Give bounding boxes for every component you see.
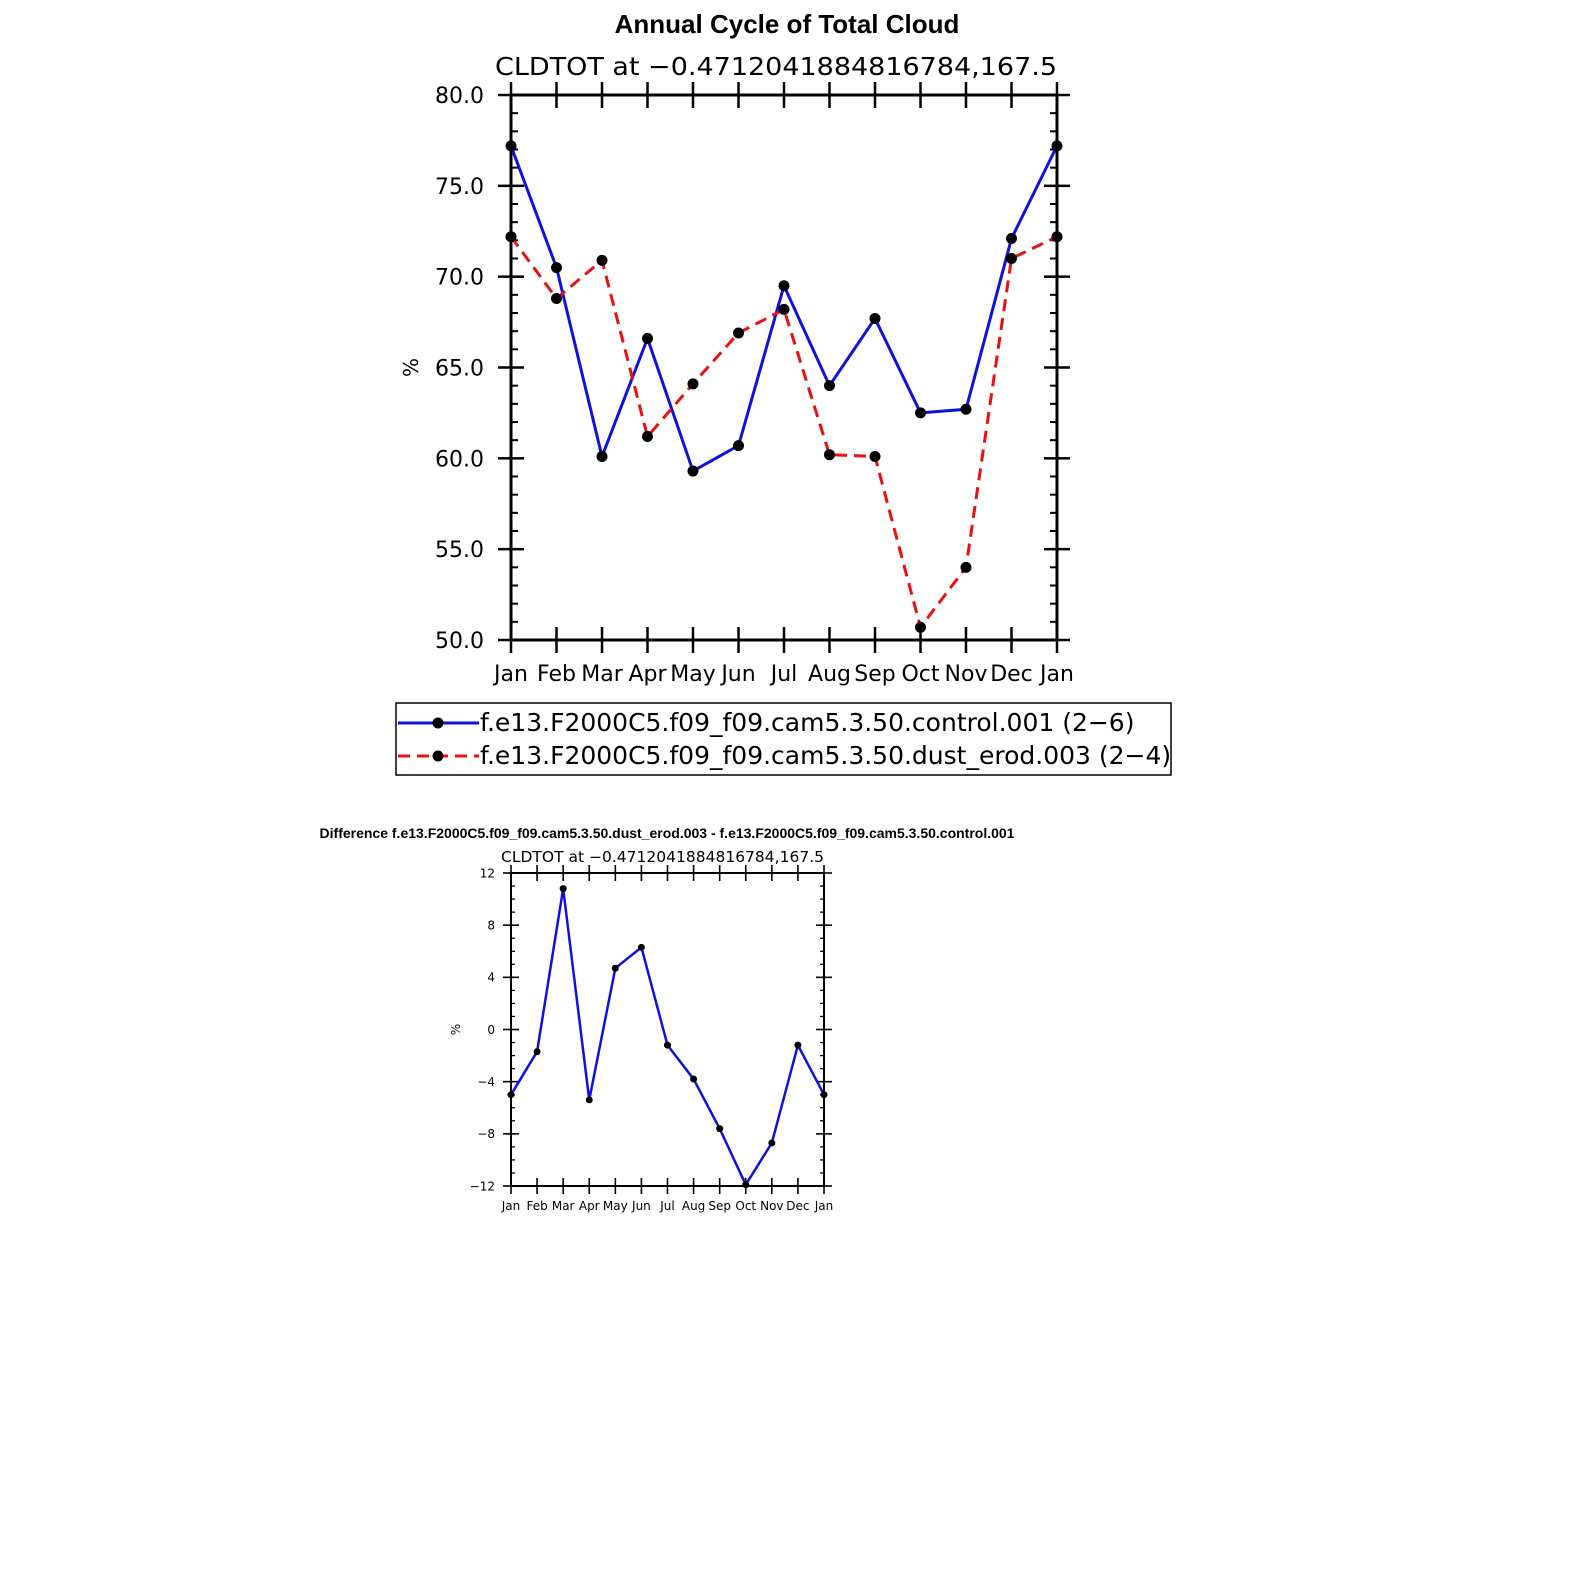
chart-subtitle: CLDTOT at −0.4712041884816784,167.5 [501,848,824,866]
y-axis-label: % [449,1024,463,1035]
x-tick-label: Oct [901,662,939,687]
difference-chart: Difference f.e13.F2000C5.f09_f09.cam5.3.… [320,825,1015,1213]
data-point-1 [596,254,608,266]
data-point-0 [778,280,790,292]
data-point-1 [551,292,562,304]
y-tick-label: −12 [470,1179,495,1193]
data-point-0 [596,451,608,463]
data-point-1 [733,327,744,339]
data-point-0 [742,1181,750,1189]
x-tick-label: Oct [735,1199,756,1213]
plot-frame [509,93,1059,642]
x-tick-label: Jun [631,1199,651,1213]
legend-marker-1 [432,750,444,762]
data-point-0 [1006,233,1017,245]
data-point-0 [533,1048,541,1056]
y-tick-label: 60.0 [435,447,484,472]
chart-title: Difference f.e13.F2000C5.f09_f09.cam5.3.… [320,825,1015,841]
data-point-1 [778,303,790,315]
data-point-0 [1051,140,1063,152]
data-point-1 [915,621,926,633]
legend-box [395,702,1172,776]
y-tick-label: 50.0 [435,629,484,654]
legend-label-0: f.e13.F2000C5.f09_f09.cam5.3.50.control.… [480,708,1134,737]
x-tick-label: Jun [719,662,755,687]
x-tick-label: May [603,1199,628,1213]
y-tick-label: 12 [480,866,495,880]
x-tick-label: Mar [552,1199,575,1213]
data-point-0 [869,312,881,324]
y-tick-label: 55.0 [435,538,484,563]
y-tick-label: 8 [487,918,495,932]
y-tick-label: 75.0 [435,175,484,200]
y-tick-label: −4 [477,1075,495,1089]
x-tick-label: Sep [708,1199,731,1213]
chart-subtitle: CLDTOT at −0.4712041884816784,167.5 [495,52,1057,81]
data-point-0 [551,262,562,274]
x-tick-label: Apr [579,1199,600,1213]
data-point-0 [664,1041,671,1049]
data-point-0 [611,964,619,972]
data-point-0 [690,1075,698,1083]
x-tick-label: Feb [526,1199,547,1213]
data-point-0 [642,332,653,344]
x-tick-label: Dec [990,662,1033,687]
x-tick-label: Jul [659,1199,674,1213]
series-line-0 [509,887,826,1186]
series-line-1 [509,235,1058,629]
main-title: Annual Cycle of Total Cloud [615,9,960,39]
x-tick-label: Mar [581,662,623,687]
data-point-1 [960,561,972,573]
data-point-1 [642,431,653,443]
data-point-1 [1006,253,1017,264]
data-point-0 [960,403,972,415]
y-tick-label: 4 [487,971,495,985]
x-tick-label: Feb [537,662,576,687]
legend: f.e13.F2000C5.f09_f09.cam5.3.50.control.… [395,702,1172,776]
y-tick-label: 70.0 [435,266,484,291]
data-point-0 [733,440,744,452]
x-tick-label: Jan [814,1199,834,1213]
x-tick-label: Nov [945,662,988,687]
data-point-0 [585,1096,593,1104]
x-tick-label: Nov [760,1199,783,1213]
y-tick-label: 65.0 [435,356,484,381]
data-point-1 [687,378,699,390]
x-tick-label: Sep [854,662,895,687]
data-point-0 [716,1125,724,1133]
x-tick-label: Apr [628,662,667,687]
x-tick-label: Aug [808,662,851,687]
data-point-0 [824,380,835,392]
x-tick-label: Jul [769,662,798,687]
data-point-1 [869,451,881,463]
y-axis-label: % [399,358,423,377]
data-point-0 [768,1139,776,1147]
data-point-0 [794,1041,802,1049]
y-tick-label: 0 [487,1023,495,1037]
x-tick-label: Dec [786,1199,809,1213]
x-tick-label: Jan [492,662,528,687]
data-point-0 [915,407,926,419]
x-tick-label: May [670,662,715,687]
data-point-0 [637,943,645,951]
data-point-1 [505,231,517,243]
data-point-0 [507,1091,515,1099]
x-tick-label: Jan [1038,662,1074,687]
data-point-0 [687,465,699,477]
x-tick-label: Aug [682,1199,705,1213]
y-tick-label: −8 [477,1127,495,1141]
data-point-0 [820,1091,828,1099]
data-point-0 [505,140,517,152]
data-point-1 [1051,231,1063,243]
data-point-0 [559,885,567,893]
legend-marker-0 [432,717,444,729]
data-point-1 [824,449,835,461]
legend-label-1: f.e13.F2000C5.f09_f09.cam5.3.50.dust_ero… [480,741,1171,770]
annual-cycle-chart: CLDTOT at −0.4712041884816784,167.5 50.0 5… [395,52,1172,776]
x-tick-label: Jan [501,1199,521,1213]
y-tick-label: 80.0 [435,84,484,109]
